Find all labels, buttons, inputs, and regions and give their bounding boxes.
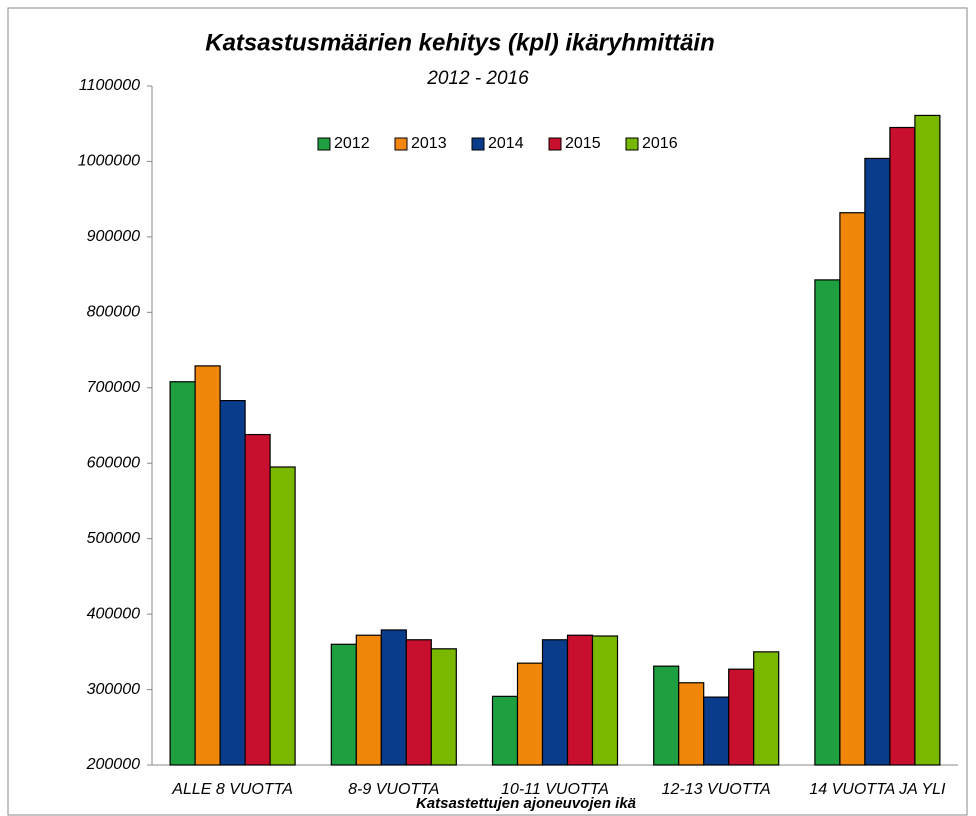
x-tick-label: 8-9 VUOTTA (348, 781, 439, 798)
y-tick-label: 900000 (87, 228, 140, 245)
y-tick-label: 1100000 (79, 77, 140, 94)
y-tick-label: 700000 (87, 379, 140, 396)
legend-label: 2012 (334, 135, 370, 152)
bar (566, 634, 594, 766)
bar (728, 668, 755, 766)
legend-swatch (394, 137, 408, 151)
y-tick-label: 600000 (87, 454, 140, 471)
bar (244, 433, 271, 766)
bar (491, 695, 519, 766)
y-tick-label: 800000 (87, 304, 140, 321)
legend-label: 2016 (642, 135, 678, 152)
y-tick-label: 1000000 (78, 153, 140, 170)
chart-title: Katsastusmäärien kehitys (kpl) ikäryhmit… (205, 29, 715, 56)
x-tick-label: 10-11 VUOTTA (501, 781, 609, 798)
x-tick-label: 14 VUOTTA JA YLI (809, 781, 946, 798)
bar (219, 400, 246, 766)
y-tick-label: 500000 (87, 530, 140, 547)
legend-swatch (548, 137, 562, 151)
bar (703, 696, 730, 766)
chart-subtitle: 2012 - 2016 (426, 68, 529, 89)
y-tick-label: 300000 (87, 681, 140, 698)
y-tick-label: 400000 (87, 605, 140, 622)
bar (753, 651, 780, 766)
chart-frame (7, 7, 968, 816)
bar (355, 634, 382, 766)
bar (380, 629, 407, 766)
bar (864, 157, 891, 766)
legend-swatch (625, 137, 639, 151)
bar (516, 662, 544, 766)
legend-label: 2015 (565, 135, 601, 152)
bar (541, 639, 569, 766)
bar (194, 365, 221, 766)
bar (889, 126, 916, 766)
bar (839, 212, 866, 766)
legend-label: 2013 (411, 135, 447, 152)
bar (430, 648, 457, 766)
bar (405, 639, 432, 766)
x-tick-label: ALLE 8 VUOTTA (171, 781, 293, 798)
bar (814, 279, 841, 766)
bar (653, 665, 680, 766)
legend-label: 2014 (488, 135, 524, 152)
bar (678, 682, 705, 766)
bar (169, 381, 196, 766)
legend-swatch (471, 137, 485, 151)
x-tick-label: 12-13 VUOTTA (662, 781, 771, 798)
bar (330, 643, 357, 766)
bar (269, 466, 296, 766)
legend-swatch (317, 137, 331, 151)
x-axis-label: Katsastettujen ajoneuvojen ikä (416, 795, 636, 812)
y-tick-label: 200000 (86, 756, 140, 773)
bar (914, 114, 941, 766)
bar (591, 635, 619, 766)
